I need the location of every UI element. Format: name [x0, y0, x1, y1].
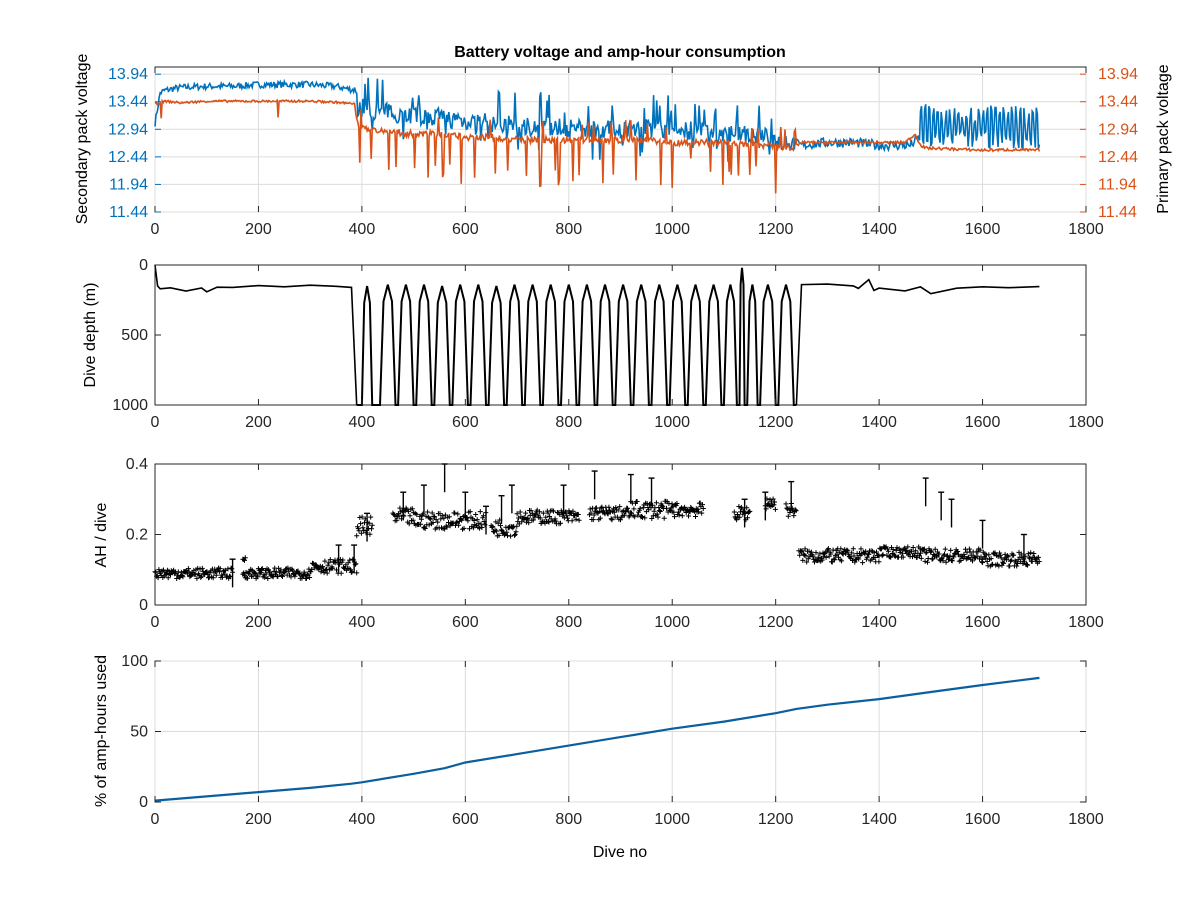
- x-tick-label: 1200: [758, 221, 794, 238]
- x-tick-label: 0: [151, 414, 160, 431]
- usage-y-ticks: 0 50 100: [121, 653, 1086, 811]
- x-tick-label: 0: [151, 221, 160, 238]
- voltage-y-ticks: 11.44 11.94 12.44 12.94 13.44 13.94: [108, 66, 161, 221]
- x-tick-label: 1200: [758, 811, 794, 828]
- depth-axis-label: Dive depth (m): [82, 283, 99, 388]
- x-tick-label: 1200: [758, 614, 794, 631]
- x-tick-label: 400: [349, 414, 376, 431]
- y-tick-label: 100: [121, 653, 148, 670]
- x-tick-label: 400: [349, 811, 376, 828]
- x-tick-label: 600: [452, 414, 479, 431]
- ah-series: [152, 463, 1042, 588]
- depth-line-late: [795, 278, 1040, 406]
- y-tick-label: 0.4: [126, 456, 148, 473]
- depth-series: [154, 264, 1040, 406]
- x-tick-label: 400: [349, 614, 376, 631]
- x-tick-label: 200: [245, 614, 272, 631]
- right-y-tick-label: 13.44: [1098, 94, 1138, 111]
- x-tick-label: 200: [245, 221, 272, 238]
- x-tick-label: 1600: [965, 414, 1001, 431]
- right-y-tick-label: 13.94: [1098, 66, 1138, 83]
- y-tick-label: 1000: [112, 397, 148, 414]
- x-tick-label: 1600: [965, 811, 1001, 828]
- x-tick-label: 800: [555, 221, 582, 238]
- voltage-axes: 0 200 400 600 800 1000 1200 1400 1600 1800 11.441…: [74, 44, 1172, 238]
- y-tick-label: 11.44: [109, 204, 148, 221]
- y-tick-label: 50: [130, 724, 148, 741]
- usage-axis-label: % of amp-hours used: [93, 655, 110, 807]
- y-tick-label: 0: [139, 257, 148, 274]
- usage-axes: 0 200 400 600 800 1000 1200 1400 1600 1800 0 50 100…: [93, 653, 1104, 861]
- x-tick-label: 600: [452, 811, 479, 828]
- right-y-tick-label: 11.44: [1098, 204, 1137, 221]
- depth-line-early: [154, 264, 358, 406]
- x-tick-label: 1600: [965, 221, 1001, 238]
- x-tick-label: 1000: [654, 221, 690, 238]
- x-tick-label: 0: [151, 811, 160, 828]
- right-y-tick-label: 11.94: [1098, 176, 1137, 193]
- y-tick-label: 13.94: [108, 66, 148, 83]
- x-tick-label: 200: [245, 414, 272, 431]
- depth-line-deep-dives: [356, 267, 797, 406]
- y-tick-label: 0.2: [126, 527, 148, 544]
- chart-title: Battery voltage and amp-hour consumption: [454, 44, 786, 61]
- x-tick-label: 1800: [1068, 614, 1104, 631]
- ah-axes: 0 200 400 600 800 1000 1200 1400 1600 1800 0 0.2 0.…: [93, 456, 1104, 631]
- x-tick-label: 1400: [861, 811, 897, 828]
- depth-y-ticks: 0 500 1000: [112, 257, 1086, 414]
- y-tick-label: 500: [121, 327, 148, 344]
- y-tick-label: 11.94: [109, 176, 148, 193]
- x-tick-label: 0: [151, 614, 160, 631]
- voltage-x-ticks: 0 200 400 600 800 1000 1200 1400 1600 1800: [151, 67, 1104, 238]
- right-y-tick-label: 12.44: [1098, 149, 1138, 166]
- x-tick-label: 400: [349, 221, 376, 238]
- x-tick-label: 1000: [654, 414, 690, 431]
- x-tick-label: 1000: [654, 811, 690, 828]
- primary-voltage-axis-label: Primary pack voltage: [1155, 64, 1172, 213]
- secondary-voltage-axis-label: Secondary pack voltage: [74, 54, 91, 225]
- x-tick-label: 800: [555, 811, 582, 828]
- right-y-tick-label: 12.94: [1098, 121, 1138, 138]
- ah-axis-label: AH / dive: [93, 502, 110, 567]
- x-tick-label: 1800: [1068, 414, 1104, 431]
- depth-x-ticks: 0 200 400 600 800 1000 1200 1400 1600 1800: [151, 265, 1104, 431]
- x-tick-label: 600: [452, 614, 479, 631]
- x-tick-label: 1400: [861, 614, 897, 631]
- ah-y-ticks: 0 0.2 0.4: [126, 456, 1086, 614]
- depth-plot-area: [154, 264, 1087, 406]
- x-tick-label: 800: [555, 614, 582, 631]
- x-tick-label: 1400: [861, 221, 897, 238]
- x-tick-label: 200: [245, 811, 272, 828]
- y-tick-label: 0: [139, 597, 148, 614]
- x-tick-label: 1000: [654, 614, 690, 631]
- x-tick-label: 1200: [758, 414, 794, 431]
- ah-plot-area: [154, 463, 1087, 606]
- x-tick-label: 600: [452, 221, 479, 238]
- voltage-plot-area: [154, 66, 1087, 213]
- primary-voltage-line: [154, 98, 1041, 194]
- x-tick-label: 1400: [861, 414, 897, 431]
- y-tick-label: 0: [139, 794, 148, 811]
- ah-x-ticks: 0 200 400 600 800 1000 1200 1400 1600 1800: [151, 464, 1104, 631]
- y-tick-label: 13.44: [108, 94, 148, 111]
- x-tick-label: 1600: [965, 614, 1001, 631]
- usage-line: [154, 676, 1040, 802]
- x-axis-label: Dive no: [593, 844, 647, 861]
- usage-x-ticks: 0 200 400 600 800 1000 1200 1400 1600 1800: [151, 661, 1104, 828]
- usage-grid: [154, 660, 1087, 803]
- y-tick-label: 12.94: [108, 121, 148, 138]
- x-tick-label: 1800: [1068, 811, 1104, 828]
- voltage-series: [154, 77, 1041, 194]
- usage-series: [154, 676, 1040, 802]
- y-tick-label: 12.44: [108, 149, 148, 166]
- depth-axes: 0 200 400 600 800 1000 1200 1400 1600 1800 0 500 10…: [82, 257, 1104, 431]
- x-tick-label: 1800: [1068, 221, 1104, 238]
- voltage-right-y-ticks: 11.44 11.94 12.44 12.94 13.44 13.94: [1080, 66, 1138, 221]
- x-tick-label: 800: [555, 414, 582, 431]
